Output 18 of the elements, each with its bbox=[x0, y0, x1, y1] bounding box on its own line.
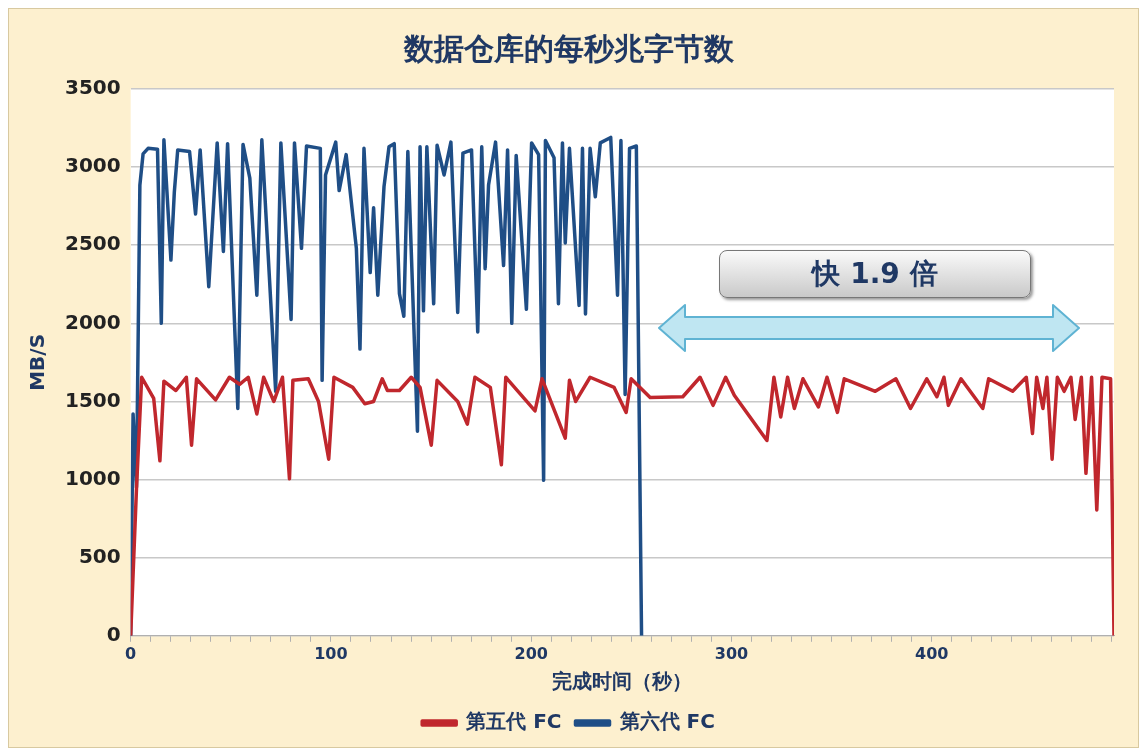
y-tick-label: 0 bbox=[106, 622, 121, 646]
x-tick-label: 0 bbox=[125, 643, 137, 663]
x-tick-label: 300 bbox=[714, 643, 749, 663]
y-tick-label: 1000 bbox=[64, 465, 121, 490]
chart-title: 数据仓库的每秒兆字节数 bbox=[402, 30, 735, 66]
y-tick-label: 2000 bbox=[64, 309, 121, 334]
y-tick-label: 1500 bbox=[64, 387, 121, 412]
y-tick-label: 3500 bbox=[64, 75, 121, 100]
x-tick-label: 100 bbox=[314, 643, 348, 663]
y-tick-label: 500 bbox=[78, 543, 121, 568]
legend-label: 第五代 FC bbox=[465, 709, 562, 734]
x-tick-label: 400 bbox=[915, 643, 949, 663]
y-tick-label: 2500 bbox=[64, 231, 121, 256]
x-tick-label: 200 bbox=[514, 643, 548, 663]
x-axis-title: 完成时间（秒） bbox=[552, 669, 693, 694]
legend-label: 第六代 FC bbox=[618, 709, 715, 734]
y-tick-label: 3000 bbox=[64, 153, 121, 178]
y-axis-title: MB/S bbox=[25, 333, 50, 391]
